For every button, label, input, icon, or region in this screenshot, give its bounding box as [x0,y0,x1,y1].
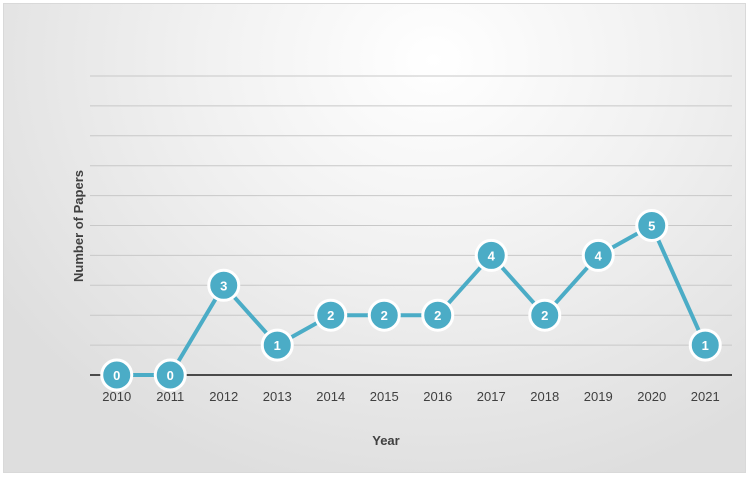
data-point [207,268,241,302]
y-axis-title: Number of Papers [71,170,86,282]
data-points: 0 0 3 1 2 2 2 4 2 4 5 1 [100,209,722,392]
data-point [528,298,562,332]
x-tick-label: 2012 [209,389,238,404]
x-tick-label: 2019 [584,389,613,404]
data-point [421,298,455,332]
x-axis-title: Year [372,433,399,448]
chart-area [3,3,746,473]
data-point [260,328,294,362]
x-tick-label: 2016 [423,389,452,404]
data-point [581,238,615,272]
data-label: 0 [167,368,174,383]
x-tick-label: 2011 [156,389,184,404]
data-point [153,358,187,392]
gridlines [90,75,732,346]
x-tick-label: 2021 [691,389,720,404]
data-label: 1 [702,338,709,353]
data-label: 2 [381,308,388,323]
x-axis-tick-labels: 2010 2011 2012 2013 2014 2015 2016 2017 2018 2019… [102,389,719,404]
data-label: 3 [220,278,227,293]
x-tick-label: 2020 [637,389,666,404]
data-point [314,298,348,332]
data-label: 4 [595,248,603,263]
data-point [635,209,669,242]
data-label: 2 [541,308,548,323]
data-point [100,358,134,392]
series-line [116,223,708,377]
data-point [367,298,401,332]
x-tick-label: 2013 [263,389,292,404]
x-tick-label: 2015 [370,389,399,404]
data-label: 5 [648,219,655,234]
data-label: 1 [274,338,281,353]
data-label: 2 [434,308,441,323]
data-label: 0 [113,368,120,383]
x-tick-label: 2014 [316,389,345,404]
x-tick-label: 2010 [102,389,131,404]
data-point [688,328,722,362]
data-label: 4 [488,248,496,263]
x-tick-label: 2018 [530,389,559,404]
data-point [474,238,508,272]
x-tick-label: 2017 [477,389,506,404]
data-label: 2 [327,308,334,323]
